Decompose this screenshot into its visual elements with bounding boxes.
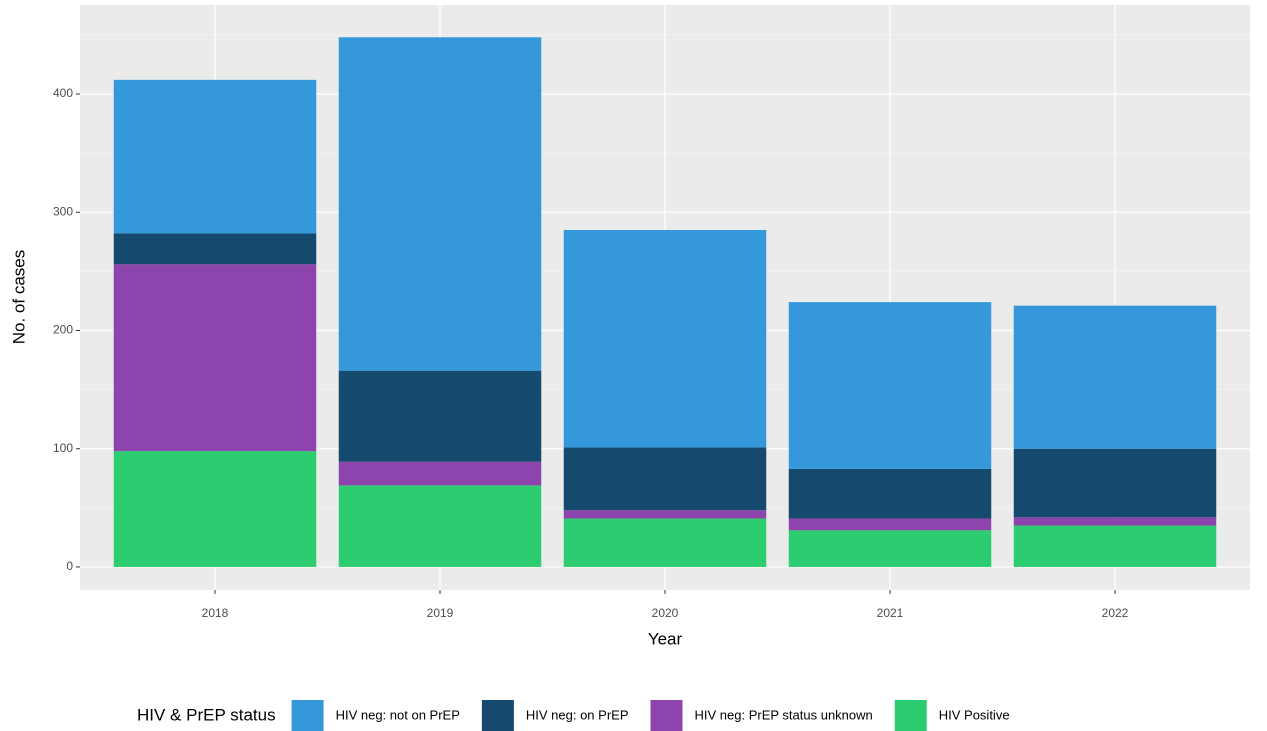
legend-label: HIV Positive bbox=[939, 707, 1010, 722]
bar-segment bbox=[1013, 525, 1217, 567]
bar-segment bbox=[563, 447, 767, 511]
bar-segment bbox=[338, 461, 542, 486]
bar-segment bbox=[563, 518, 767, 567]
y-tick-label: 100 bbox=[53, 441, 73, 455]
bar-segment bbox=[113, 233, 317, 265]
bar-segment bbox=[563, 510, 767, 519]
legend-title: HIV & PrEP status bbox=[137, 705, 276, 724]
x-axis-title: Year bbox=[648, 629, 683, 648]
legend-key bbox=[650, 700, 683, 731]
y-axis-title: No. of cases bbox=[9, 250, 28, 345]
x-tick-label: 2021 bbox=[877, 606, 904, 620]
bar-segment bbox=[338, 37, 542, 371]
y-tick-label: 200 bbox=[53, 323, 73, 337]
bar-segment bbox=[113, 264, 317, 452]
legend-label: HIV neg: PrEP status unknown bbox=[695, 707, 873, 722]
bar-segment bbox=[113, 79, 317, 234]
bar-segment bbox=[113, 451, 317, 567]
legend-key bbox=[481, 700, 514, 731]
x-tick-label: 2018 bbox=[202, 606, 229, 620]
y-tick-label: 400 bbox=[53, 86, 73, 100]
bar-segment bbox=[338, 485, 542, 567]
bar-segment bbox=[563, 229, 767, 448]
y-tick-label: 0 bbox=[66, 559, 73, 573]
x-tick-label: 2019 bbox=[427, 606, 454, 620]
bar-segment bbox=[788, 468, 992, 519]
bar-segment bbox=[338, 370, 542, 462]
legend-label: HIV neg: not on PrEP bbox=[336, 707, 460, 722]
legend-label: HIV neg: on PrEP bbox=[526, 707, 629, 722]
bar-segment bbox=[788, 302, 992, 469]
bar-segment bbox=[1013, 305, 1217, 449]
bar-segment bbox=[788, 518, 992, 531]
legend-key bbox=[291, 700, 324, 731]
bar-segment bbox=[1013, 517, 1217, 526]
y-tick-label: 300 bbox=[53, 204, 73, 218]
x-tick-label: 2022 bbox=[1102, 606, 1129, 620]
legend-key bbox=[894, 700, 927, 731]
bar-segment bbox=[788, 530, 992, 567]
x-tick-label: 2020 bbox=[652, 606, 679, 620]
bar-segment bbox=[1013, 448, 1217, 518]
